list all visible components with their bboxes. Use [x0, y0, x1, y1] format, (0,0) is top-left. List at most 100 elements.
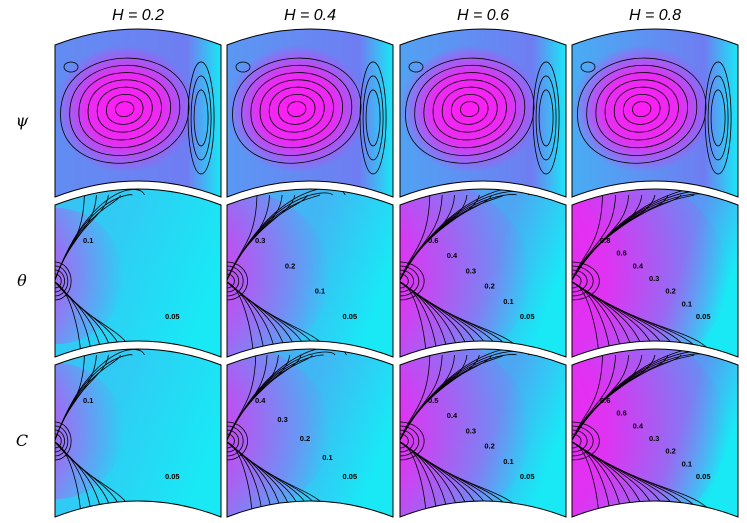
streamline — [460, 101, 480, 117]
panel-frame — [399, 348, 567, 518]
contour-label: 0.05 — [696, 472, 711, 481]
column-title-2: H = 0.4 — [284, 7, 336, 24]
contour-label: 0.05 — [520, 472, 535, 481]
contour-label: 0.2 — [285, 261, 295, 270]
contour-label: 0.6 — [616, 409, 626, 418]
contour-label: 0.6 — [600, 396, 610, 405]
secondary-cell — [365, 89, 381, 147]
contour-label: 0.1 — [83, 236, 93, 245]
streamline — [115, 101, 135, 117]
contour-label: 0.2 — [484, 282, 494, 291]
panel-frame — [226, 188, 394, 358]
contour-label: 0.5 — [428, 396, 438, 405]
contour-label: 0.1 — [315, 287, 325, 296]
contour-label: 0.1 — [322, 453, 332, 462]
panel-frame — [399, 188, 567, 358]
contour-label: 0.8 — [600, 236, 610, 245]
secondary-cell — [707, 75, 729, 161]
row-label-conc: C — [16, 431, 28, 450]
contour-label: 0.2 — [484, 442, 494, 451]
panel-theta-h4: 0.8 0.6 0.4 0.3 0.2 0.1 0.05 — [571, 188, 739, 358]
streamline — [414, 64, 526, 156]
contour-label: 0.1 — [503, 297, 513, 306]
streamline — [69, 64, 181, 156]
streamline — [232, 57, 362, 164]
source-isoline — [572, 261, 600, 301]
secondary-cell — [704, 61, 732, 175]
panel-frame — [226, 348, 394, 518]
contour-label: 0.4 — [447, 251, 458, 260]
streamline — [423, 72, 516, 148]
streamline — [268, 86, 325, 133]
source-isoline — [227, 429, 240, 453]
column-title-4: H = 0.8 — [629, 7, 681, 24]
contour-label: 0.05 — [165, 472, 180, 481]
source-isoline — [227, 261, 248, 301]
streamline — [405, 57, 535, 164]
streamline — [105, 94, 144, 125]
contour-label: 0.4 — [255, 396, 266, 405]
panel-frame — [226, 28, 394, 198]
panel-theta-h3: 0.6 0.4 0.3 0.2 0.1 0.05 — [399, 188, 567, 358]
contour-label: 0.05 — [343, 312, 358, 321]
panel-frame — [399, 28, 567, 198]
panel-psi-h1 — [54, 28, 222, 198]
column-title-3: H = 0.6 — [457, 7, 509, 24]
secondary-cell — [193, 89, 209, 147]
source-isoline — [572, 433, 582, 449]
contour-label: 0.3 — [466, 426, 476, 435]
contour-label: 0.05 — [343, 472, 358, 481]
panel-frame — [571, 188, 739, 358]
contour-label: 0.1 — [503, 457, 513, 466]
corner-eddy — [63, 61, 79, 73]
corner-eddy — [580, 61, 596, 73]
contour-label: 0.3 — [649, 274, 659, 283]
streamline — [632, 101, 652, 117]
contour-label: 0.05 — [165, 312, 180, 321]
contour-label: 0.1 — [682, 459, 692, 468]
contour-label: 0.4 — [633, 261, 644, 270]
panel-frame — [54, 188, 222, 358]
streamline — [287, 101, 307, 117]
contour-label: 0.2 — [665, 447, 675, 456]
secondary-cell — [362, 75, 384, 161]
contour-label: 0.2 — [300, 434, 310, 443]
secondary-cell — [187, 61, 215, 175]
source-isoline — [227, 421, 248, 461]
column-titles: H = 0.2 H = 0.4 H = 0.6 H = 0.8 — [112, 7, 681, 24]
contour-label: 0.4 — [447, 411, 458, 420]
panel-frame — [54, 348, 222, 518]
streamline — [87, 79, 162, 141]
panel-theta-h1: 0.1 0.05 — [54, 188, 222, 358]
panel-conc-h4: 0.6 0.6 0.4 0.3 0.2 0.1 0.05 — [571, 348, 739, 518]
contour-label: 0.6 — [616, 249, 626, 258]
secondary-cell — [190, 75, 212, 161]
streamline — [259, 79, 334, 141]
panel-frame — [571, 348, 739, 518]
streamline — [595, 72, 688, 148]
row-label-psi: ψ — [16, 111, 29, 130]
panel-grid: 0.10.050.30.20.10.050.60.40.30.20.10.050… — [54, 28, 739, 518]
streamline — [622, 94, 661, 125]
source-isoline — [572, 421, 600, 461]
panel-conc-h2: 0.4 0.3 0.2 0.1 0.05 — [226, 348, 394, 518]
panel-frame — [571, 28, 739, 198]
panel-psi-h4 — [571, 28, 739, 198]
streamline — [241, 64, 353, 156]
contour-label: 0.4 — [633, 421, 644, 430]
streamline — [60, 57, 190, 164]
panel-conc-h3: 0.5 0.4 0.3 0.2 0.1 0.05 — [399, 348, 567, 518]
contour-label: 0.6 — [428, 236, 438, 245]
contour-label: 0.05 — [520, 312, 535, 321]
source-isoline — [55, 261, 72, 301]
streamline — [78, 72, 171, 148]
source-isoline — [55, 425, 69, 457]
streamline — [604, 79, 679, 141]
streamline — [96, 86, 153, 133]
contour-label: 0.3 — [466, 266, 476, 275]
secondary-cell — [532, 61, 560, 175]
contour-label: 0.1 — [83, 396, 93, 405]
contour-label: 0.2 — [665, 287, 675, 296]
panel-conc-h1: 0.1 0.05 — [54, 348, 222, 518]
